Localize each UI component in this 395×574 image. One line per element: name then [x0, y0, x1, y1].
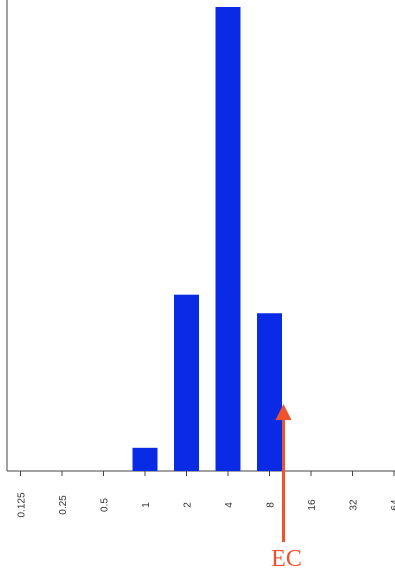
- x-tick-labels: 0.125 0.25 0.5 1 2 4 8 16 32 64: [17, 492, 395, 517]
- x-tick-label: 8: [266, 502, 277, 508]
- bar-2: [174, 294, 199, 471]
- bar-8: [257, 313, 282, 471]
- x-tick-label: 2: [183, 502, 194, 508]
- x-tick-label: 0.5: [100, 498, 111, 512]
- bar-series: [132, 7, 282, 471]
- bar-4: [215, 7, 241, 471]
- x-tick-label: 4: [224, 502, 235, 508]
- x-tick-label: 32: [349, 499, 360, 511]
- x-tick-label: 0.25: [58, 495, 69, 515]
- annotation-label: EC: [271, 546, 302, 572]
- annotation-arrowhead: [275, 404, 292, 420]
- x-tick-label: 1: [141, 502, 152, 508]
- x-tick-label: 64: [390, 499, 395, 511]
- x-ticks: [20, 471, 395, 476]
- annotation: EC: [271, 404, 302, 572]
- bar-1: [132, 447, 158, 471]
- x-tick-label: 16: [307, 499, 318, 511]
- plot-area: [6, 0, 395, 472]
- x-tick-label: 0.125: [17, 492, 28, 517]
